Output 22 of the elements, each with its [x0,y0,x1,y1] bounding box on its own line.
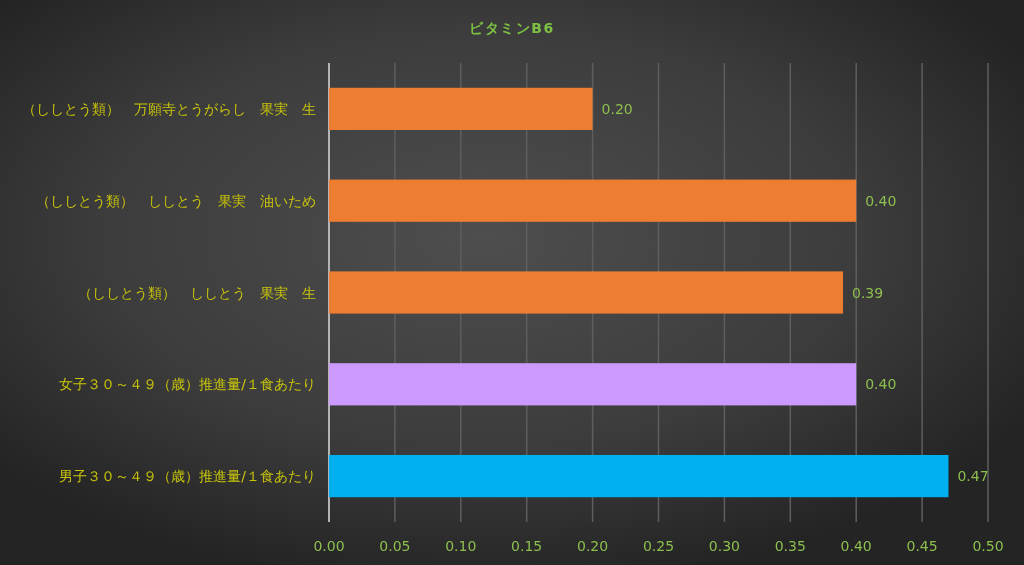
y-tick-label: （ししとう類） ししとう 果実 油いため [36,192,316,209]
y-tick-label: 女子３０～４９（歳）推進量/１食あたり [59,376,316,393]
x-tick-label: 0.45 [906,538,938,554]
x-tick-label: 0.35 [774,538,806,554]
data-label: 0.40 [865,192,897,209]
data-label: 0.47 [957,468,989,485]
x-tick-label: 0.00 [313,538,345,554]
x-tick-label: 0.20 [577,538,609,554]
data-label: 0.39 [852,284,884,301]
data-label: 0.40 [865,376,897,393]
chart-title: ビタミンB6 [469,20,555,36]
x-tick-label: 0.10 [445,538,477,554]
y-tick-label: （ししとう類） 万願寺とうがらし 果実 生 [22,100,316,117]
x-tick-label: 0.25 [642,538,675,554]
y-tick-label: （ししとう類） ししとう 果実 生 [78,284,316,301]
x-tick-label: 0.50 [972,538,1004,554]
x-tick-label: 0.15 [511,538,543,554]
x-tick-label: 0.30 [708,538,740,554]
x-tick-label: 0.05 [379,538,411,554]
x-tick-label: 0.40 [840,538,872,554]
data-label: 0.20 [601,100,633,117]
y-tick-label: 男子３０～４９（歳）推進量/１食あたり [59,468,316,485]
